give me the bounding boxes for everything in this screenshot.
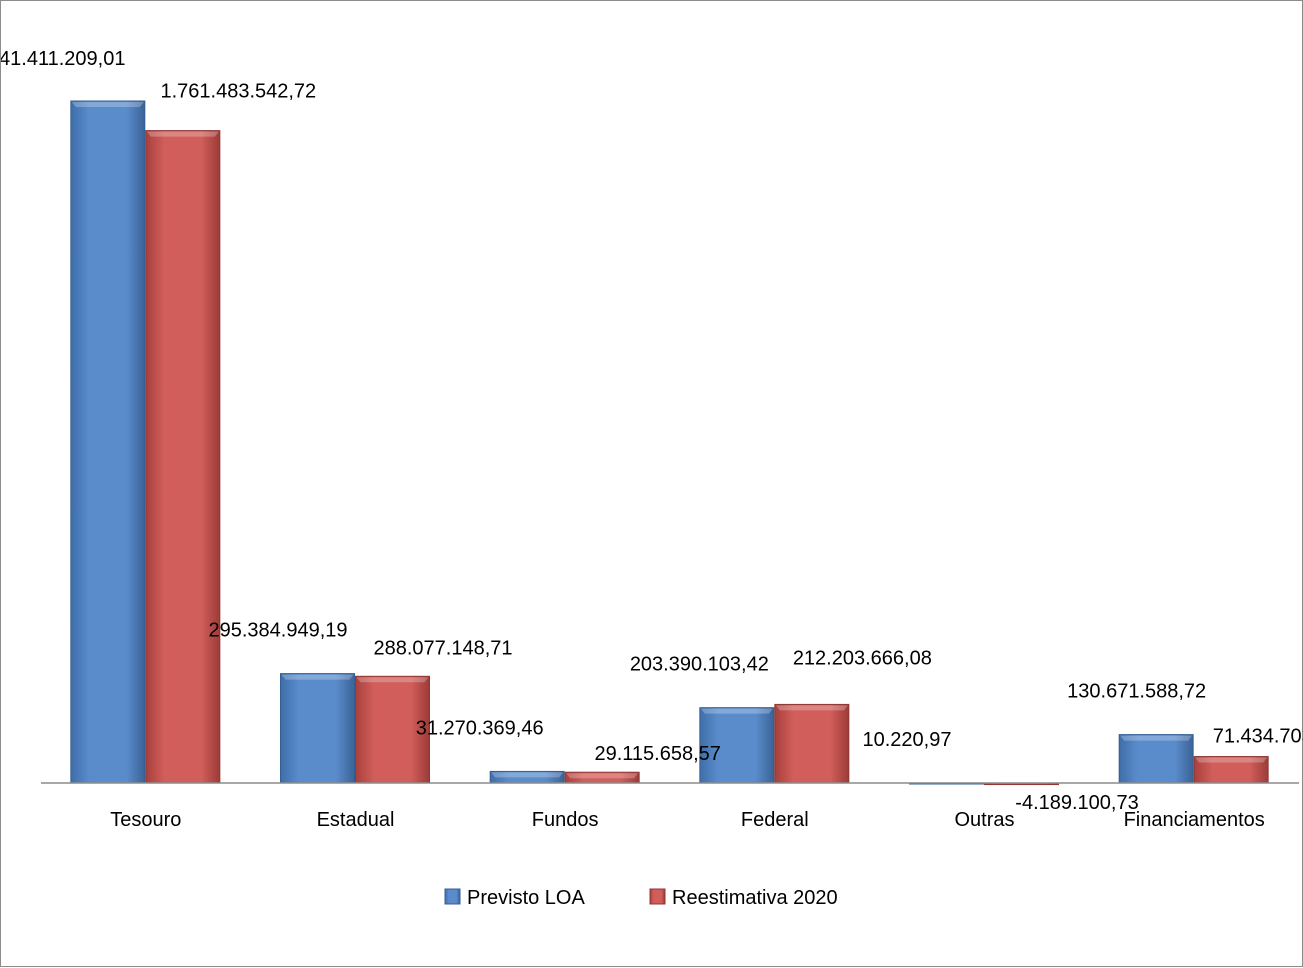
- data-label-fundos-series-1: 31.270.369,46: [416, 717, 544, 739]
- bars-layer: [70, 100, 1269, 786]
- bar-bevel-financiamentos-series-1: [1120, 735, 1193, 741]
- bar-federal-series-1: [699, 707, 775, 784]
- category-labels-layer: Tesouro Estadual Fundos Federal Outras Financ…: [110, 809, 1265, 831]
- category-label-financiamentos: Financiamentos: [1124, 809, 1265, 831]
- legend-swatch-series-2: [649, 888, 666, 905]
- bar-bevel-tesouro-series-1: [71, 102, 144, 107]
- category-label-estadual: Estadual: [317, 809, 395, 831]
- bar-bevel-fundos-series-1: [491, 772, 564, 778]
- data-label-federal-series-2: 212.203.666,08: [793, 647, 932, 669]
- bar-bevel-federal-series-1: [700, 708, 773, 714]
- legend-swatch-series-1: [444, 888, 461, 905]
- data-label-outras-series-2: -4.189.100,73: [1015, 792, 1138, 814]
- bar-tesouro-series-1: [70, 100, 146, 784]
- bar-financiamentos-series-1: [1118, 734, 1194, 784]
- data-label-financiamentos-series-2: 71.434.703,22: [1213, 726, 1303, 748]
- bar-bevel-federal-series-2: [775, 705, 848, 711]
- data-label-outras-series-1: 10.220,97: [863, 729, 952, 751]
- data-label-estadual-series-2: 288.077.148,71: [373, 637, 512, 659]
- bar-estadual-series-2: [355, 675, 430, 784]
- bar-tesouro-series-2: [145, 130, 221, 784]
- bar-bevel-fundos-series-2: [566, 773, 639, 779]
- bar-estadual-series-1: [280, 673, 355, 784]
- bar-bevel-tesouro-series-2: [146, 131, 219, 137]
- data-label-tesouro-series-1: 1.841.411.209,01: [1, 48, 125, 70]
- legend: Previsto LOA Reestimativa 2020: [444, 887, 838, 909]
- category-label-tesouro: Tesouro: [110, 809, 181, 831]
- data-label-tesouro-series-2: 1.761.483.542,72: [160, 81, 316, 103]
- legend-label-series-2: Reestimativa 2020: [672, 887, 838, 909]
- data-label-fundos-series-2: 29.115.658,57: [594, 743, 720, 765]
- data-label-federal-series-1: 203.390.103,42: [630, 654, 769, 676]
- legend-label-series-1: Previsto LOA: [467, 887, 585, 909]
- category-label-federal: Federal: [741, 809, 809, 831]
- data-label-estadual-series-1: 295.384.949,19: [208, 620, 347, 642]
- data-labels-layer: 1.841.411.209,01 1.761.483.542,72 295.384.…: [1, 48, 1303, 814]
- category-label-fundos: Fundos: [532, 809, 599, 831]
- category-label-outras: Outras: [954, 809, 1014, 831]
- bar-bevel-estadual-series-2: [356, 677, 429, 683]
- bar-bevel-estadual-series-1: [281, 674, 354, 680]
- bar-federal-series-2: [774, 703, 850, 784]
- data-label-financiamentos-series-1: 130.671.588,72: [1067, 681, 1206, 703]
- bar-bevel-financiamentos-series-2: [1195, 757, 1268, 763]
